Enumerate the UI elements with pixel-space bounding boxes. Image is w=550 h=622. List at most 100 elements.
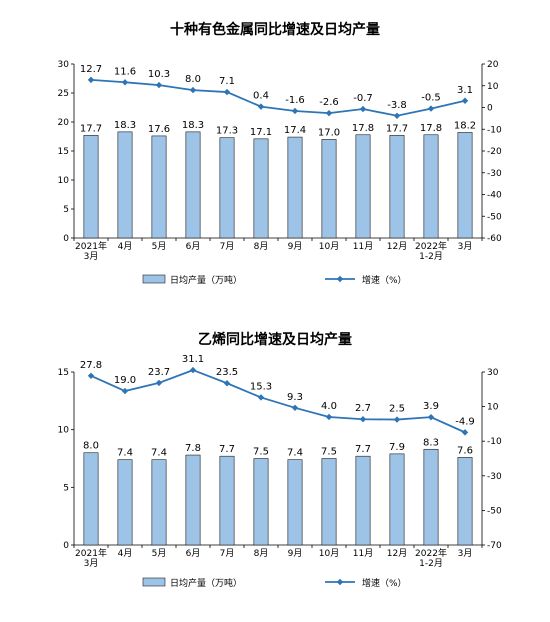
chart-ethylene: 乙烯同比增速及日均产量 0 5 10 15 -70 -50 -30 -10 10 30 2021年 3月… bbox=[0, 318, 550, 622]
bar bbox=[117, 459, 133, 546]
y-left-tick-label: 5 bbox=[63, 483, 69, 493]
x-tick-label: 8月 bbox=[254, 241, 269, 252]
bar bbox=[253, 458, 269, 546]
growth-point bbox=[359, 416, 367, 423]
growth-point bbox=[325, 109, 333, 117]
x-tick-label: 12月 bbox=[387, 548, 407, 559]
bar bbox=[185, 131, 201, 239]
legend-bar-label: 日均产量（万吨） bbox=[170, 274, 242, 286]
x-tick-label: 4月 bbox=[118, 241, 133, 252]
bar bbox=[151, 135, 167, 239]
bar bbox=[287, 136, 303, 239]
y-left-tick-label: 0 bbox=[63, 234, 69, 244]
growth-point bbox=[359, 105, 367, 113]
growth-point bbox=[461, 97, 469, 104]
growth-point bbox=[257, 394, 265, 401]
growth-point bbox=[393, 112, 401, 119]
x-tick-label: 4月 bbox=[118, 548, 133, 559]
bar-data-label: 7.4 bbox=[117, 448, 133, 459]
y-right-tick-label: -50 bbox=[487, 212, 502, 222]
bar bbox=[83, 452, 99, 546]
x-tick-label: 3月 bbox=[84, 558, 99, 569]
growth-point bbox=[87, 76, 95, 84]
bar bbox=[389, 135, 405, 239]
y-right-tick-label: -30 bbox=[487, 472, 502, 482]
bar-data-label: 17.7 bbox=[80, 123, 102, 134]
growth-data-label: -2.6 bbox=[319, 97, 339, 108]
y-right-tick-label: -30 bbox=[487, 169, 502, 179]
growth-point bbox=[427, 105, 435, 112]
growth-data-label: 8.0 bbox=[185, 74, 201, 85]
bar-data-label: 18.3 bbox=[114, 120, 136, 131]
y-right-tick-label: 30 bbox=[487, 368, 499, 378]
growth-point bbox=[87, 372, 95, 380]
growth-data-label: 23.5 bbox=[216, 367, 238, 378]
bar bbox=[355, 455, 371, 546]
bar bbox=[321, 139, 337, 239]
x-tick-label: 7月 bbox=[220, 241, 235, 252]
bar-data-label: 17.0 bbox=[318, 127, 340, 138]
growth-data-label: 3.1 bbox=[457, 85, 473, 96]
y-left-tick-label: 20 bbox=[58, 118, 70, 128]
growth-data-label: 19.0 bbox=[114, 375, 136, 386]
bar-data-label: 7.5 bbox=[321, 447, 337, 458]
growth-data-label: -1.6 bbox=[285, 95, 305, 106]
growth-point bbox=[325, 413, 333, 421]
x-tick-label: 8月 bbox=[254, 548, 269, 559]
growth-data-label: 15.3 bbox=[250, 381, 272, 392]
growth-data-label: 11.6 bbox=[114, 66, 136, 77]
legend-line-marker bbox=[336, 578, 344, 586]
growth-data-label: 7.1 bbox=[219, 76, 235, 87]
y-right-tick-label: 0 bbox=[487, 104, 493, 114]
y-right-tick-label: -50 bbox=[487, 506, 502, 516]
x-tick-label: 5月 bbox=[152, 241, 167, 252]
growth-point bbox=[393, 416, 401, 423]
growth-point bbox=[223, 380, 231, 387]
x-tick-label: 7月 bbox=[220, 548, 235, 559]
x-tick-label: 9月 bbox=[288, 241, 303, 252]
x-tick-label: 3月 bbox=[458, 548, 473, 559]
x-tick-label: 11月 bbox=[353, 241, 373, 252]
growth-point bbox=[223, 88, 231, 96]
bar-data-label: 17.4 bbox=[284, 125, 306, 136]
y-left-tick-label: 5 bbox=[63, 205, 69, 215]
bar-data-label: 17.3 bbox=[216, 126, 238, 137]
x-tick-label: 10月 bbox=[319, 548, 339, 559]
legend-line-marker bbox=[336, 275, 344, 283]
bar-data-label: 7.7 bbox=[219, 444, 235, 455]
growth-point bbox=[257, 103, 265, 110]
bar bbox=[423, 448, 439, 546]
legend-bar-label: 日均产量（万吨） bbox=[170, 577, 242, 589]
growth-data-label: 3.9 bbox=[423, 401, 439, 412]
growth-data-label: -3.8 bbox=[387, 100, 407, 111]
bar-data-label: 17.1 bbox=[250, 127, 272, 138]
growth-point bbox=[155, 81, 163, 89]
x-tick-label: 6月 bbox=[186, 241, 201, 252]
y-left-tick-label: 0 bbox=[63, 541, 69, 551]
bar-data-label: 17.6 bbox=[148, 124, 170, 135]
bar bbox=[423, 134, 439, 239]
legend-line-label: 增速（%） bbox=[362, 577, 407, 589]
x-tick-label: 10月 bbox=[319, 241, 339, 252]
chart-title: 乙烯同比增速及日均产量 bbox=[198, 331, 352, 348]
x-tick-label: 6月 bbox=[186, 548, 201, 559]
growth-data-label: 31.1 bbox=[182, 354, 204, 365]
bar-data-label: 7.5 bbox=[253, 447, 269, 458]
growth-data-label: 2.7 bbox=[355, 403, 371, 414]
growth-point bbox=[427, 413, 435, 421]
legend-bar-swatch bbox=[142, 274, 166, 284]
y-right-tick-label: -20 bbox=[487, 147, 502, 157]
y-left-tick-label: 25 bbox=[58, 89, 69, 99]
bar bbox=[185, 454, 201, 546]
growth-data-label: 2.5 bbox=[389, 404, 405, 415]
x-tick-label: 3月 bbox=[458, 241, 473, 252]
y-left-tick-label: 15 bbox=[58, 147, 69, 157]
legend-line-label: 增速（%） bbox=[362, 274, 407, 286]
bar-data-label: 8.3 bbox=[423, 437, 439, 448]
bar bbox=[287, 459, 303, 546]
x-tick-label: 2021年 bbox=[75, 240, 107, 252]
bar bbox=[219, 455, 235, 546]
growth-data-label: -0.7 bbox=[353, 93, 373, 104]
bar-data-label: 7.4 bbox=[151, 448, 167, 459]
y-right-tick-label: -10 bbox=[487, 125, 502, 135]
